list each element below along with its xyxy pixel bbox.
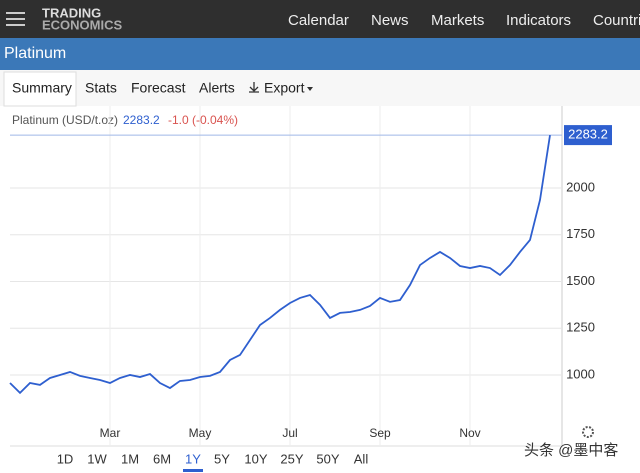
range-button[interactable]: 1W	[87, 451, 107, 466]
y-tick-label: 1000	[566, 366, 595, 381]
legend-name: Platinum (USD/t.oz)	[12, 113, 118, 127]
tab[interactable]: Alerts	[199, 80, 235, 96]
settings-icon[interactable]	[582, 426, 594, 438]
x-tick-label: Jul	[282, 426, 297, 440]
range-button[interactable]: 1M	[121, 451, 139, 466]
range-button[interactable]: 1D	[57, 451, 74, 466]
active-tab	[3, 71, 77, 107]
watermark: 头条 @墨中客	[524, 442, 618, 459]
last-value-label: 2283.2	[568, 127, 608, 142]
last-value-box	[564, 125, 612, 146]
y-tick-label: 1500	[566, 273, 595, 288]
nav-link[interactable]: Countri	[593, 12, 640, 29]
logo[interactable]: TRADING	[42, 5, 101, 20]
x-tick-label: Sep	[369, 426, 391, 440]
nav-link[interactable]: News	[371, 12, 409, 29]
title-bar	[0, 38, 640, 70]
range-button[interactable]: 10Y	[244, 451, 267, 466]
nav-link[interactable]: Markets	[431, 12, 484, 29]
nav-link[interactable]: Indicators	[506, 12, 571, 29]
range-button[interactable]: 50Y	[316, 451, 339, 466]
nav-link[interactable]: Calendar	[288, 12, 349, 29]
top-bar	[0, 0, 640, 38]
tab-bar	[0, 70, 640, 106]
export-icon	[249, 82, 259, 93]
tab[interactable]: Summary	[12, 80, 72, 96]
legend-change: -1.0 (-0.04%)	[168, 113, 238, 127]
range-button[interactable]: All	[354, 451, 369, 466]
range-button[interactable]: 6M	[153, 451, 171, 466]
range-button[interactable]: 5Y	[214, 451, 230, 466]
x-tick-label: Nov	[459, 426, 480, 440]
legend-last: 2283.2	[123, 113, 160, 127]
y-tick-label: 1750	[566, 226, 595, 241]
x-tick-label: Mar	[100, 426, 121, 440]
range-button[interactable]: 1Y	[185, 451, 201, 466]
tab[interactable]: Forecast	[131, 80, 186, 96]
logo[interactable]: ECONOMICS	[42, 17, 123, 32]
page-title: Platinum	[4, 45, 66, 62]
tab[interactable]: Stats	[85, 80, 117, 96]
menu-icon[interactable]	[6, 12, 25, 26]
range-button[interactable]: 25Y	[280, 451, 303, 466]
y-tick-label: 1250	[566, 320, 595, 335]
active-range-underline	[183, 469, 203, 472]
price-line	[9, 134, 551, 395]
tab[interactable]: Export	[264, 80, 305, 96]
dropdown-caret	[307, 87, 313, 91]
y-tick-label: 2000	[566, 179, 595, 194]
x-tick-label: May	[189, 426, 212, 440]
